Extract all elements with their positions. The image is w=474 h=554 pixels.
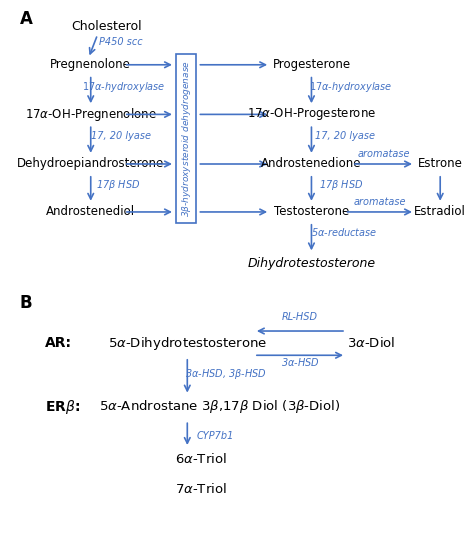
- Text: 17$\alpha$-OH-Pregnenolone: 17$\alpha$-OH-Pregnenolone: [25, 106, 156, 123]
- Text: Progesterone: Progesterone: [273, 58, 350, 71]
- Text: Androstenediol: Androstenediol: [46, 206, 135, 218]
- Text: 17$\beta$ HSD: 17$\beta$ HSD: [319, 178, 364, 192]
- Text: 5$\alpha$-reductase: 5$\alpha$-reductase: [311, 225, 378, 238]
- Text: Dihydrotestosterone: Dihydrotestosterone: [247, 257, 375, 270]
- Text: P450 scc: P450 scc: [99, 38, 142, 48]
- Text: Estrone: Estrone: [418, 157, 463, 171]
- Text: Dehydroepiandrosterone: Dehydroepiandrosterone: [17, 157, 164, 171]
- Text: aromatase: aromatase: [354, 197, 406, 207]
- Text: aromatase: aromatase: [357, 149, 410, 159]
- Text: 3$\alpha$-HSD, 3$\beta$-HSD: 3$\alpha$-HSD, 3$\beta$-HSD: [185, 367, 267, 381]
- Text: 5$\alpha$-Dihydrotestosterone: 5$\alpha$-Dihydrotestosterone: [108, 335, 267, 352]
- Text: 3$\alpha$-HSD: 3$\alpha$-HSD: [281, 356, 319, 368]
- FancyBboxPatch shape: [176, 54, 197, 223]
- Text: Testosterone: Testosterone: [274, 206, 349, 218]
- Text: 3$\beta$-hydroxysteroid dehydrogenase: 3$\beta$-hydroxysteroid dehydrogenase: [180, 60, 192, 217]
- Text: ER$\beta$:: ER$\beta$:: [45, 398, 80, 416]
- Text: RL-HSD: RL-HSD: [282, 312, 318, 322]
- Text: 5$\alpha$-Androstane 3$\beta$,17$\beta$ Diol (3$\beta$-Diol): 5$\alpha$-Androstane 3$\beta$,17$\beta$ …: [99, 398, 340, 415]
- Text: Androstenedione: Androstenedione: [261, 157, 362, 171]
- Text: B: B: [19, 294, 32, 311]
- Text: 17, 20 lyase: 17, 20 lyase: [315, 131, 374, 141]
- Text: Cholesterol: Cholesterol: [72, 20, 142, 33]
- Text: AR:: AR:: [45, 336, 72, 350]
- Text: Estradiol: Estradiol: [414, 206, 466, 218]
- Text: 6$\alpha$-Triol: 6$\alpha$-Triol: [175, 452, 227, 466]
- Text: A: A: [19, 9, 32, 28]
- Text: Pregnenolone: Pregnenolone: [50, 58, 131, 71]
- Text: CYP7b1: CYP7b1: [196, 430, 234, 440]
- Text: $17\alpha$-hydroxylase: $17\alpha$-hydroxylase: [82, 80, 165, 94]
- Text: 17$\beta$ HSD: 17$\beta$ HSD: [96, 178, 140, 192]
- Text: 3$\alpha$-Diol: 3$\alpha$-Diol: [347, 336, 395, 350]
- Text: $17\alpha$-hydroxylase: $17\alpha$-hydroxylase: [309, 80, 392, 94]
- Text: 7$\alpha$-Triol: 7$\alpha$-Triol: [175, 482, 227, 496]
- Text: 17$\alpha$-OH-Progesterone: 17$\alpha$-OH-Progesterone: [247, 106, 376, 122]
- Text: 17, 20 lyase: 17, 20 lyase: [91, 131, 151, 141]
